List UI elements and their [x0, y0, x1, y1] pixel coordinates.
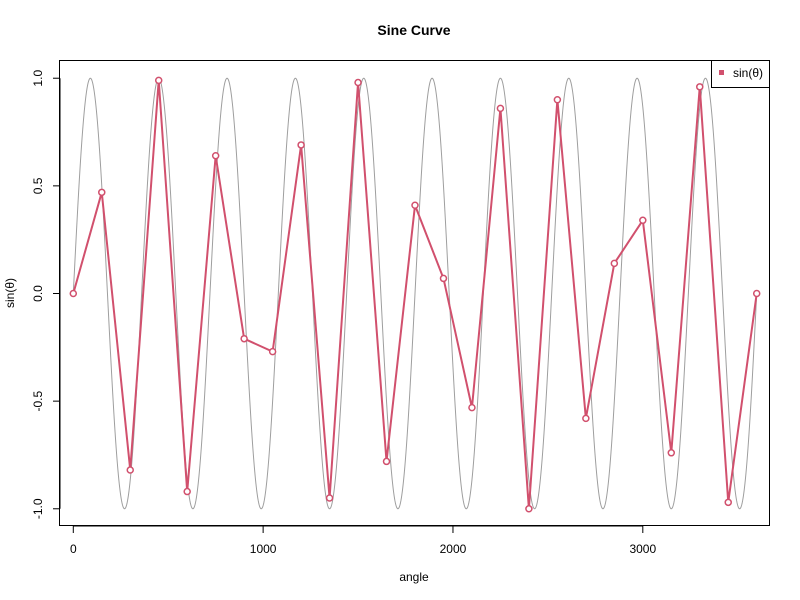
- data-point: [696, 83, 704, 91]
- data-point: [582, 414, 590, 423]
- y-tick-label: 1.0: [31, 70, 45, 87]
- x-axis-label: angle: [399, 570, 429, 584]
- data-point: [468, 403, 476, 412]
- data-point: [126, 466, 134, 474]
- data-point: [297, 141, 305, 149]
- data-point: [211, 151, 220, 160]
- data-point: [382, 457, 391, 466]
- reference-sine-curve: [72, 77, 758, 510]
- chart-title: Sine Curve: [377, 22, 450, 38]
- y-tick-label: 0.0: [31, 285, 45, 302]
- data-point: [69, 289, 78, 298]
- data-point: [439, 274, 448, 283]
- series-sin-theta: [69, 76, 761, 513]
- y-tick-label: -0.5: [31, 390, 45, 411]
- y-axis: -1.0 -0.5 0.0 0.5 1.0: [31, 70, 61, 519]
- y-tick-label: -1.0: [31, 498, 45, 519]
- data-point: [610, 259, 619, 268]
- x-tick-label: 3000: [629, 542, 656, 556]
- x-tick-label: 0: [70, 542, 77, 556]
- x-tick-label: 2000: [440, 542, 467, 556]
- data-point: [496, 104, 505, 113]
- data-point: [354, 78, 362, 87]
- legend: sin(θ): [711, 60, 770, 88]
- data-point: [667, 449, 676, 457]
- data-point: [639, 216, 647, 225]
- data-point: [154, 76, 163, 85]
- data-point: [98, 188, 106, 197]
- data-point: [411, 201, 419, 209]
- reference-curve-line: [72, 77, 758, 510]
- data-point: [752, 289, 761, 298]
- data-point: [325, 494, 334, 502]
- data-point: [268, 347, 277, 356]
- data-point: [240, 334, 248, 343]
- data-point: [553, 96, 562, 104]
- legend-label: sin(θ): [733, 66, 763, 80]
- y-axis-label: sin(θ): [3, 278, 17, 308]
- legend-swatch: [719, 70, 724, 75]
- data-point: [724, 498, 732, 507]
- data-point: [525, 505, 533, 513]
- x-tick-label: 1000: [250, 542, 277, 556]
- data-point: [183, 487, 191, 496]
- x-axis: 0 1000 2000 3000: [70, 525, 656, 556]
- y-tick-label: 0.5: [31, 177, 45, 194]
